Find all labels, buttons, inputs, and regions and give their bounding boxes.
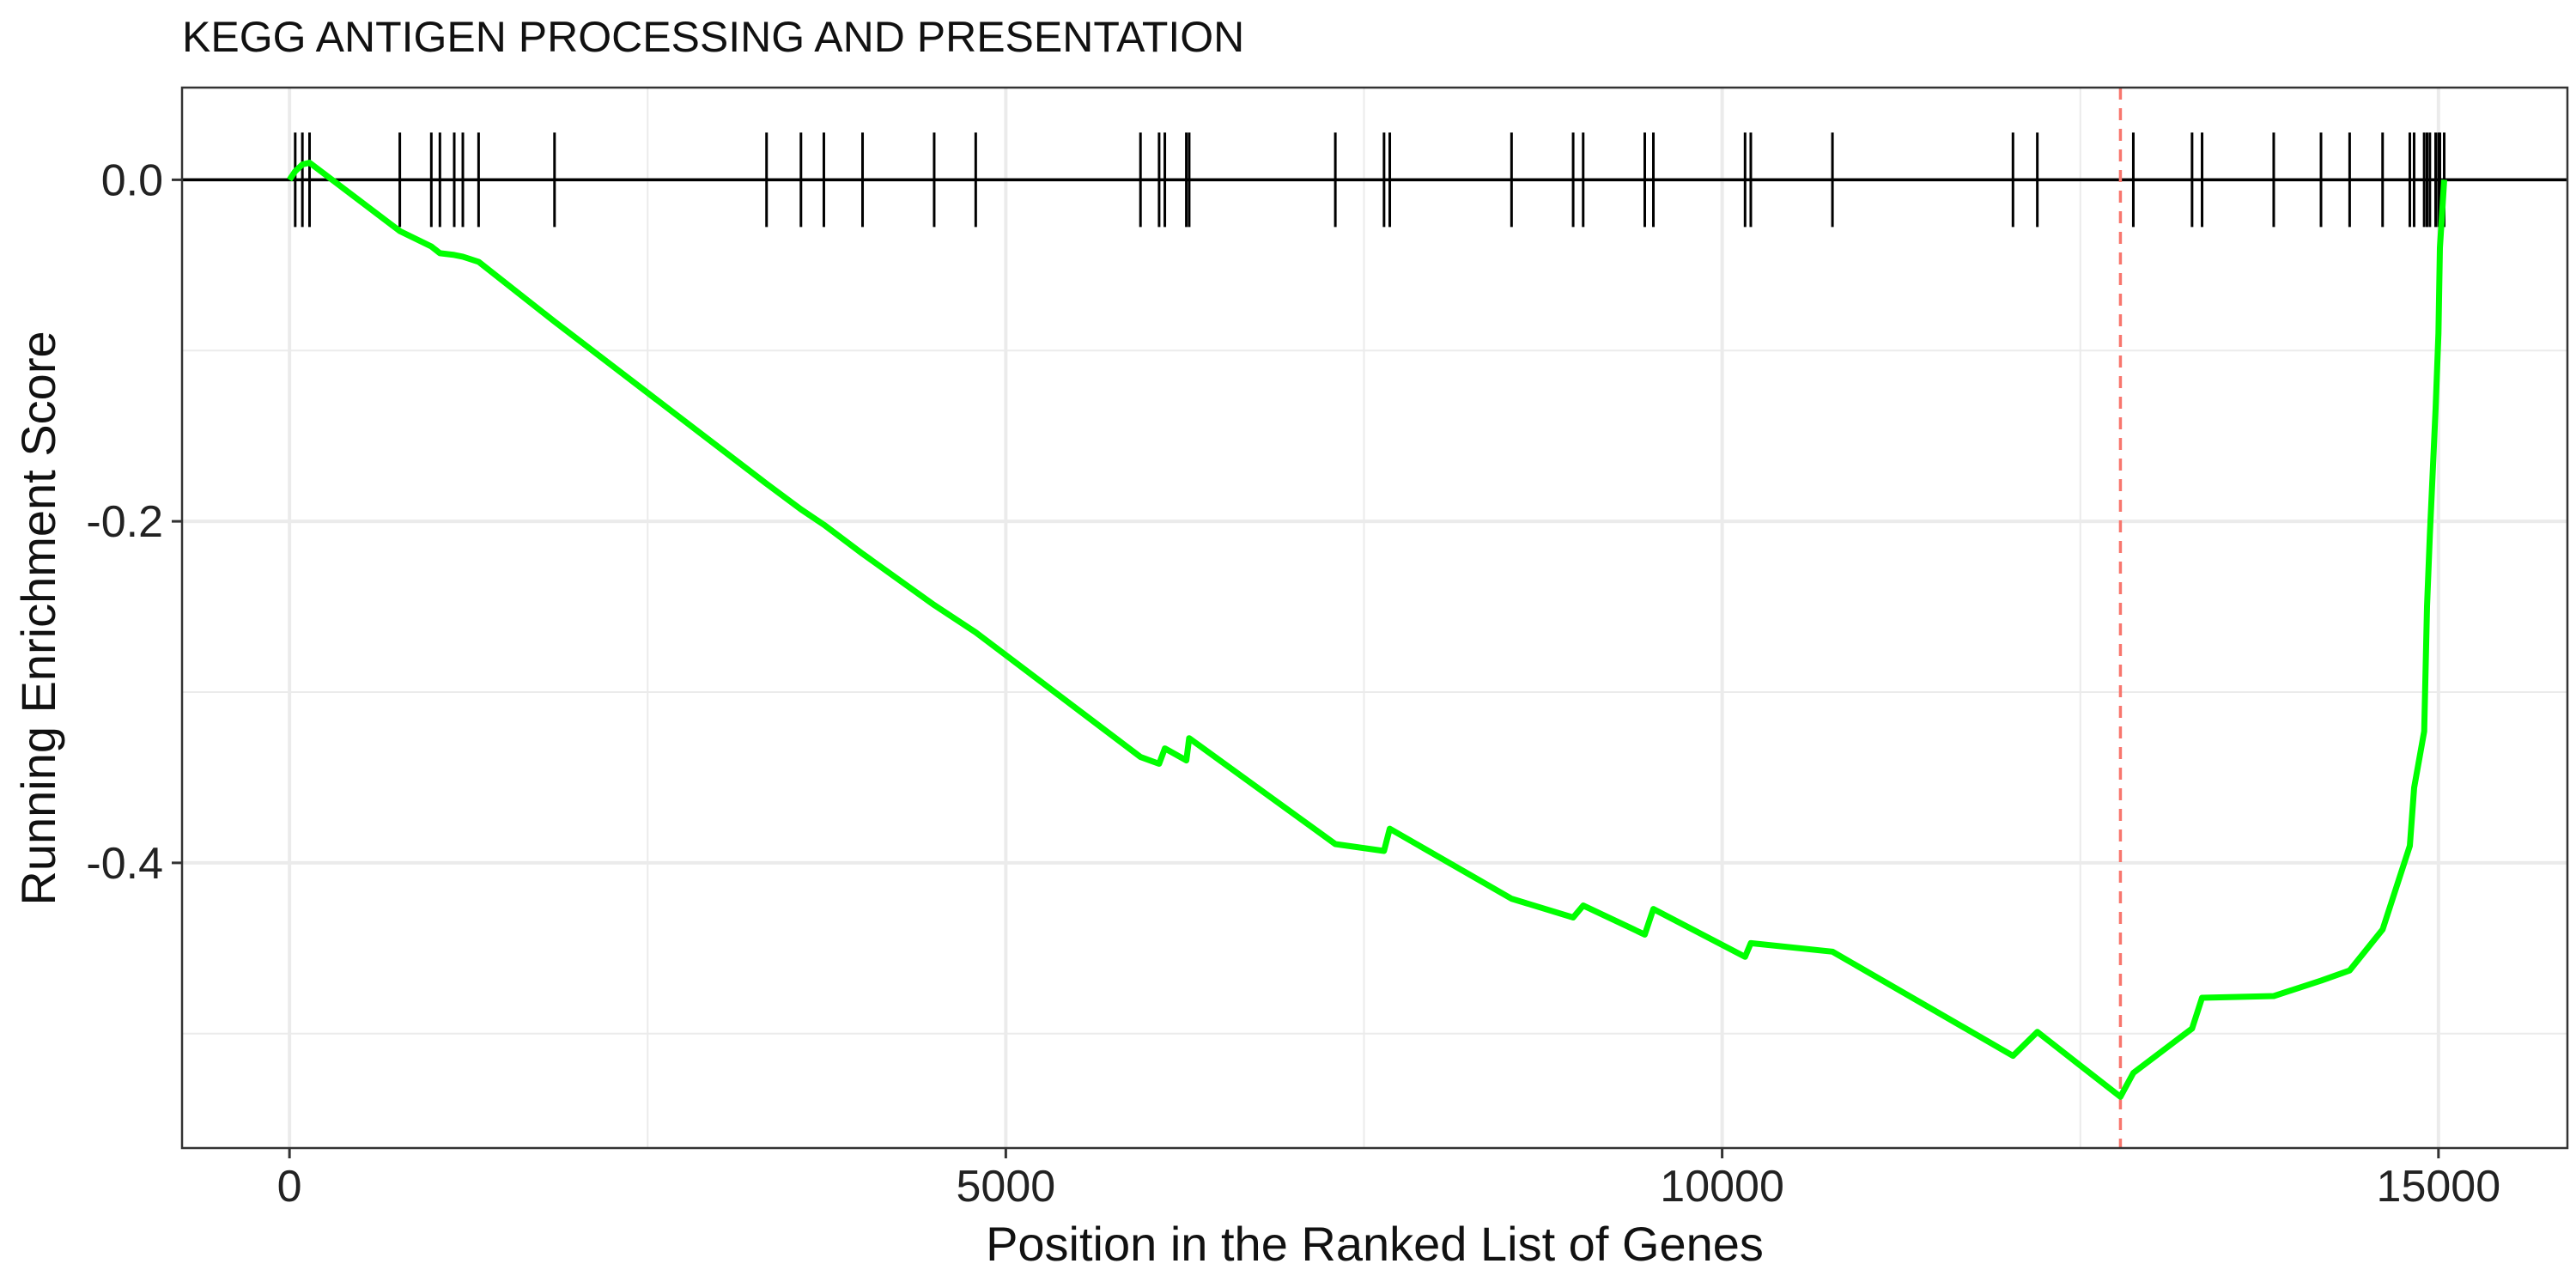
y-axis-ticks: 0.0 -0.2 -0.4: [86, 155, 182, 889]
x-tick-label: 0: [277, 1162, 302, 1212]
x-axis-title: Position in the Ranked List of Genes: [986, 1217, 1764, 1271]
plot-background: [182, 88, 2567, 1148]
plot-border: [180, 86, 2569, 1150]
y-tick-label: -0.2: [86, 497, 163, 547]
running-es-line: [287, 160, 2447, 1100]
x-tick-label: 15000: [2377, 1162, 2501, 1212]
chart-title: KEGG ANTIGEN PROCESSING AND PRESENTATION: [182, 13, 1244, 61]
x-tick-label: 10000: [1660, 1162, 1784, 1212]
y-axis-title: Running Enrichment Score: [11, 331, 65, 905]
y-tick-label: 0.0: [101, 155, 163, 205]
gene-hit-markers: [294, 132, 2446, 228]
x-tick-label: 5000: [957, 1162, 1056, 1212]
y-tick-label: -0.4: [86, 839, 163, 889]
grid-minor: [182, 88, 2567, 1148]
x-axis-ticks: 0 5000 10000 15000: [277, 1148, 2500, 1212]
